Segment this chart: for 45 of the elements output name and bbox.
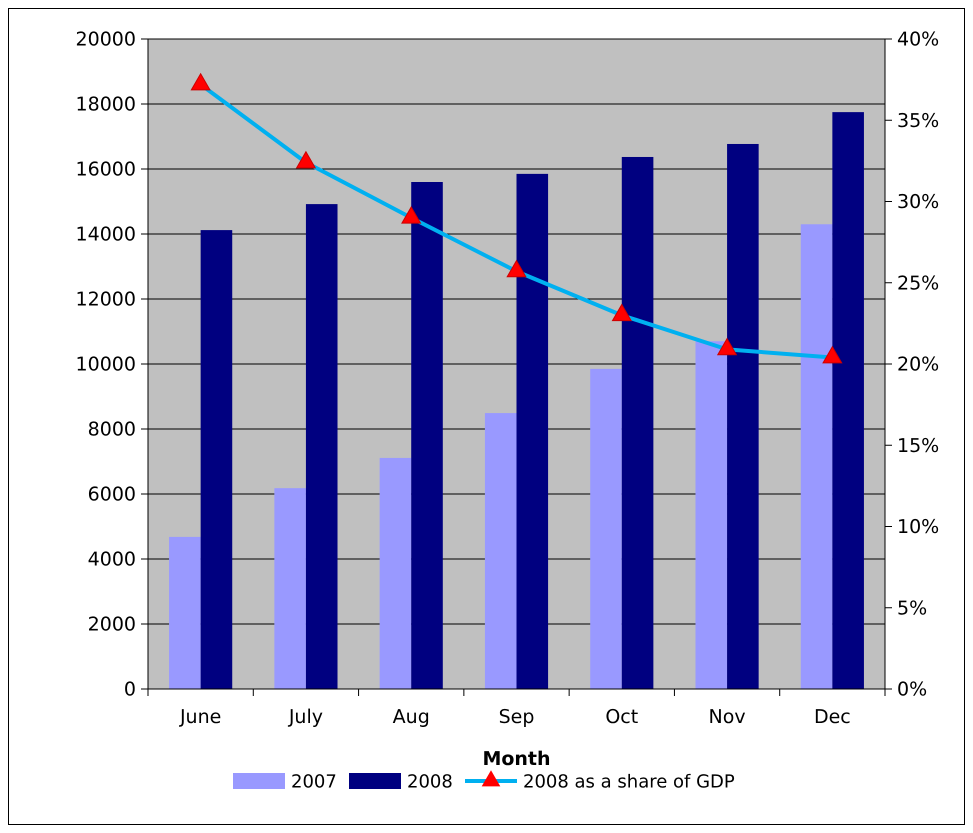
bar <box>169 536 201 689</box>
bar <box>622 156 654 689</box>
y-tick-label: 4000 <box>88 548 136 571</box>
bar <box>484 413 516 689</box>
y2-tick-label: 30% <box>897 191 940 214</box>
y2-tick-label: 25% <box>897 272 940 294</box>
bar <box>832 112 864 689</box>
bar <box>274 488 306 689</box>
x-tick-label: Sep <box>498 706 534 728</box>
y2-tick-label: 15% <box>897 434 940 457</box>
y-tick-label: 20000 <box>76 28 136 51</box>
bar <box>695 341 728 689</box>
y2-tick-label: 5% <box>897 597 928 620</box>
legend-label: 2008 <box>407 771 453 792</box>
x-tick-label: June <box>178 706 222 728</box>
bar <box>380 458 412 689</box>
x-tick-label: Oct <box>605 706 638 728</box>
y2-tick-label: 35% <box>897 110 940 132</box>
y-tick-label: 2000 <box>88 614 136 636</box>
y-tick-label: 8000 <box>88 418 136 441</box>
x-tick-label: Nov <box>708 706 746 728</box>
y2-tick-label: 10% <box>897 516 940 538</box>
x-tick-label: Aug <box>392 706 430 728</box>
bar <box>200 230 232 689</box>
y2-tick-label: 0% <box>897 678 928 701</box>
x-tick-label: Dec <box>814 706 851 728</box>
bar <box>590 368 622 689</box>
y2-tick-label: 20% <box>897 354 940 376</box>
y-tick-label: 14000 <box>76 224 136 246</box>
bar <box>516 174 548 689</box>
y-tick-label: 16000 <box>76 158 136 181</box>
x-tick-label: July <box>288 706 324 728</box>
y-tick-label: 0 <box>124 678 136 701</box>
y-tick-label: 6000 <box>88 484 136 506</box>
bar <box>727 144 759 689</box>
bar <box>306 204 338 689</box>
y-tick-label: 12000 <box>76 288 136 311</box>
y-tick-label: 18000 <box>76 94 136 116</box>
y-tick-label: 10000 <box>76 354 136 376</box>
x-axis-title: Month <box>482 748 551 770</box>
bar <box>800 224 832 689</box>
legend-label: 2007 <box>291 771 337 792</box>
bar <box>411 182 443 689</box>
y2-tick-label: 40% <box>897 28 940 51</box>
legend-label: 2008 as a share of GDP <box>523 771 735 792</box>
